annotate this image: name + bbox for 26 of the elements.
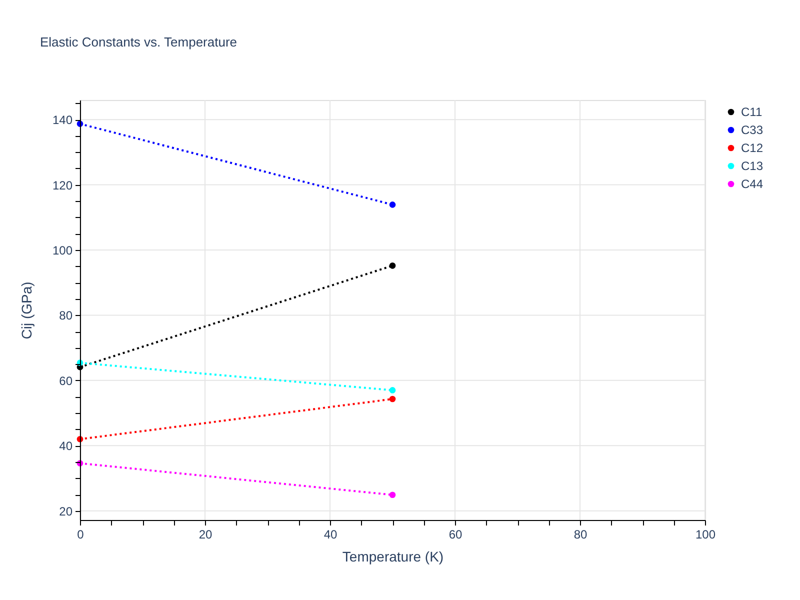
- y-tick-label: 20: [59, 504, 73, 518]
- y-tick-label: 140: [52, 113, 73, 128]
- y-tick-label: 120: [52, 178, 73, 192]
- x-tick-label: 20: [198, 528, 212, 542]
- legend-label: C13: [741, 159, 764, 173]
- x-tick-label: 80: [574, 528, 588, 542]
- x-axis-title: Temperature (K): [342, 548, 444, 564]
- x-tick-label: 100: [695, 528, 716, 542]
- y-axis-title: Cij (GPa): [18, 282, 34, 340]
- y-tick-label: 80: [59, 308, 73, 323]
- x-tick-label: 60: [448, 528, 462, 542]
- point: [389, 387, 396, 394]
- legend-label: C11: [741, 105, 762, 119]
- x-tick-label: 0: [77, 528, 84, 542]
- y-tick-label: 40: [59, 439, 73, 454]
- chart-title: Elastic Constants vs. Temperature: [40, 34, 238, 50]
- x-tick-label: 40: [324, 528, 338, 542]
- y-tick-label: 60: [59, 374, 73, 388]
- point: [389, 262, 396, 269]
- legend-label: C12: [741, 141, 764, 155]
- point: [389, 396, 396, 402]
- legend-label: C44: [741, 177, 764, 191]
- y-tick-label: 100: [52, 244, 73, 258]
- point: [389, 202, 396, 208]
- point: [389, 492, 396, 498]
- legend-label: C33: [741, 123, 764, 137]
